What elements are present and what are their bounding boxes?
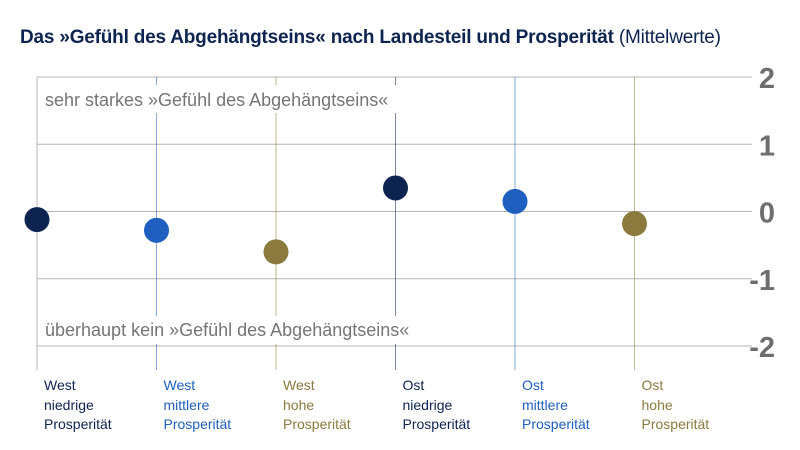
data-point xyxy=(502,188,528,214)
data-point xyxy=(144,217,169,243)
y-tick-label: 2 xyxy=(759,63,775,95)
category-label-line: mittlere xyxy=(163,396,210,413)
category-label-line: Ost xyxy=(641,377,664,393)
data-point xyxy=(383,175,408,201)
category-label: Ost mittlere Prosperität xyxy=(522,376,590,435)
horizontal-gridlines xyxy=(37,76,752,347)
bottom-annotation-bg xyxy=(40,316,420,344)
y-axis-ticks: 2 1 0 -1 -2 xyxy=(749,63,775,364)
category-label-line: Ost xyxy=(522,377,544,393)
data-point xyxy=(263,239,289,265)
category-label-line: West xyxy=(283,377,315,393)
category-label-line: Prosperität xyxy=(641,416,710,432)
category-label-line: Prosperität xyxy=(163,416,232,432)
category-label: West mittlere Prosperität xyxy=(164,376,232,435)
category-label-line: West xyxy=(163,377,196,393)
data-point xyxy=(24,207,50,233)
data-point xyxy=(622,211,647,237)
category-label-line: niedrige xyxy=(44,396,94,413)
top-annotation-bg xyxy=(40,85,396,113)
category-label: West niedrige Prosperität xyxy=(44,376,112,435)
category-label-line: Prosperität xyxy=(402,416,471,432)
data-points xyxy=(24,175,647,265)
y-tick-label: -1 xyxy=(749,265,775,297)
category-label-line: niedrige xyxy=(402,396,453,413)
y-tick-label: 1 xyxy=(759,130,775,162)
category-label-line: Ost xyxy=(402,377,425,393)
category-label-line: West xyxy=(44,377,76,393)
category-label-line: hohe xyxy=(283,396,315,413)
bottom-annotation: überhaupt kein »Gefühl des Abgehängtsein… xyxy=(45,320,409,340)
category-label-line: Prosperität xyxy=(44,416,112,432)
category-label-line: Prosperität xyxy=(522,416,590,432)
y-tick-label: -2 xyxy=(749,332,775,364)
category-label-line: Prosperität xyxy=(283,416,351,432)
chart-title-suffix: (Mittelwerte) xyxy=(618,27,721,48)
category-label: Ost niedrige Prosperität xyxy=(403,376,471,435)
chart-title: Das »Gefühl des Abgehängtseins« nach Lan… xyxy=(20,27,721,49)
category-label: West hohe Prosperität xyxy=(283,376,351,435)
category-label: Ost hohe Prosperität xyxy=(642,376,710,435)
category-label-line: hohe xyxy=(641,396,673,413)
category-label-line: mittlere xyxy=(522,396,568,413)
y-tick-label: 0 xyxy=(759,198,775,230)
top-annotation: sehr starkes »Gefühl des Abgehängtseins« xyxy=(45,90,388,110)
chart-title-main: Das »Gefühl des Abgehängtseins« nach Lan… xyxy=(20,27,614,48)
